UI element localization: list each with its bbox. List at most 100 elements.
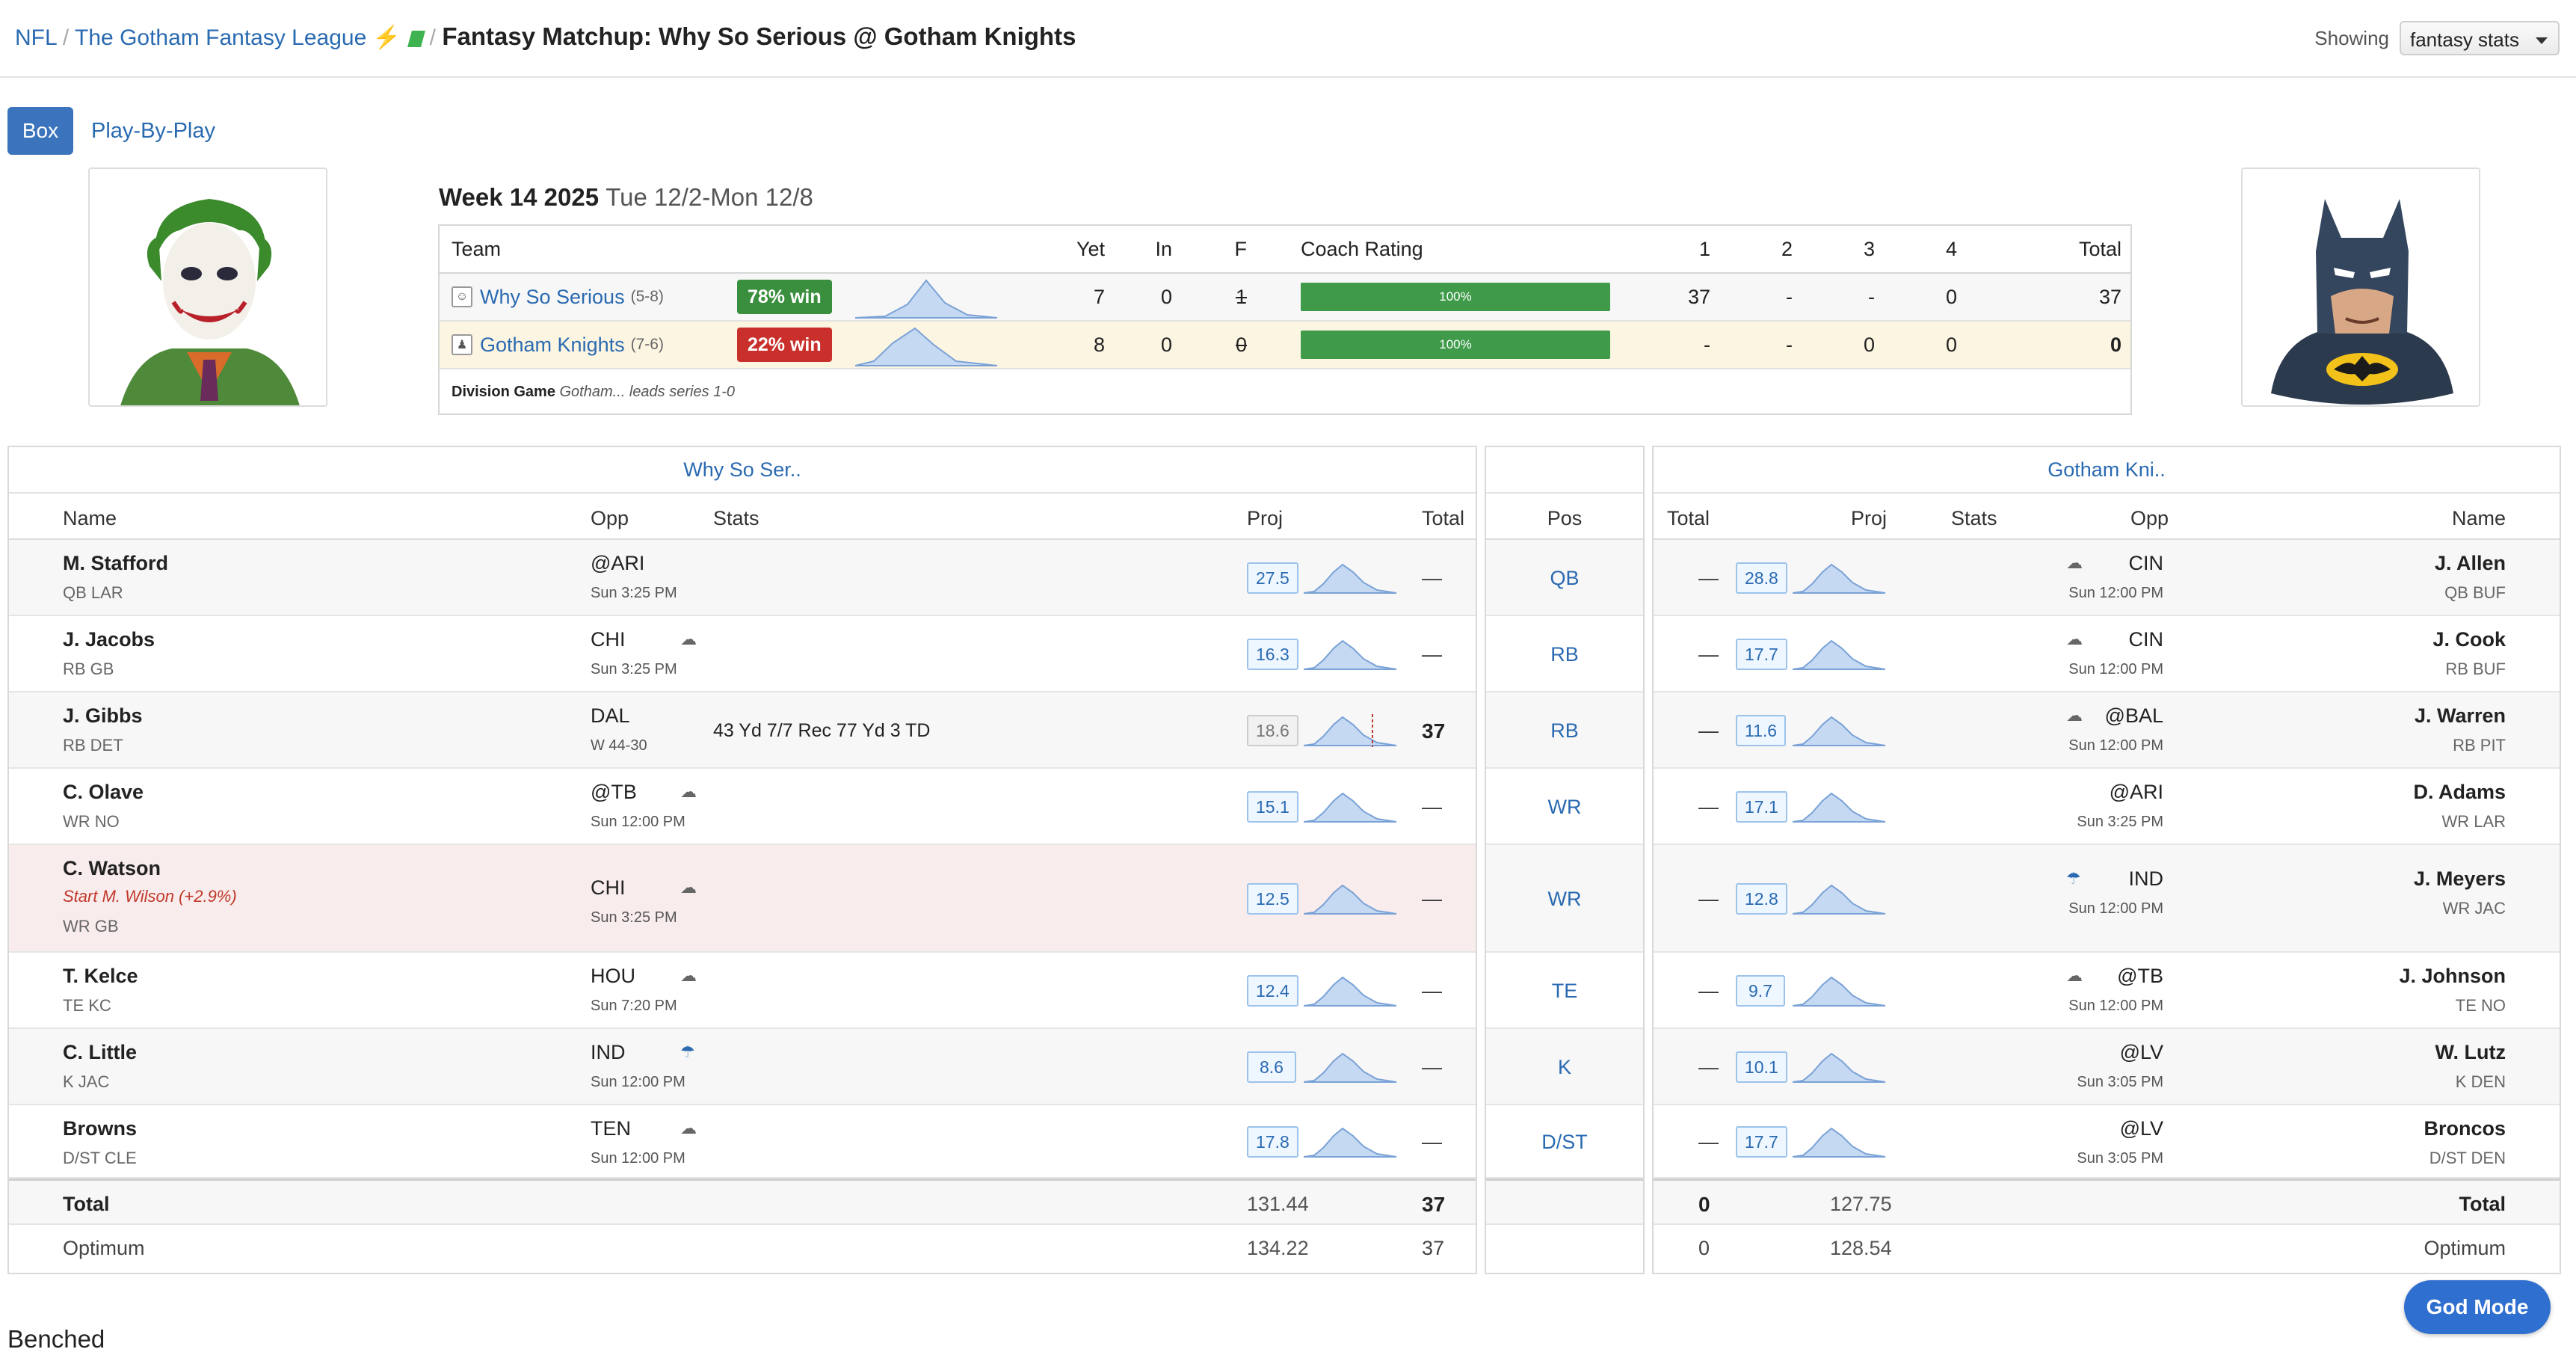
position-label[interactable]: QB [1550, 567, 1580, 589]
opponent: TEN [591, 1117, 631, 1140]
position-row: K [1486, 1029, 1643, 1105]
player-row[interactable]: — 10.1 @LV Sun 3:05 PM W. Lutz K DEN [1654, 1029, 2560, 1105]
player-row[interactable]: — 12.8 ☂ IND Sun 12:00 PM J. Meyers WR JAC [1654, 845, 2560, 953]
position-row: TE [1486, 953, 1643, 1029]
breadcrumb-nfl-link[interactable]: NFL [15, 25, 57, 50]
col-proj: Proj [1247, 507, 1284, 529]
player-name[interactable]: C. Watson [63, 857, 161, 879]
lineup-panel-why-so-serious: Why So Ser.. Name Opp Stats Proj Total M… [7, 446, 1477, 1274]
totals-proj: 127.75 [1830, 1193, 1892, 1215]
position-label[interactable]: RB [1550, 719, 1579, 742]
player-name[interactable]: C. Little [63, 1041, 137, 1063]
player-row[interactable]: C. Little K JAC IND Sun 12:00 PM ☂ 8.6 — [9, 1029, 1476, 1105]
projection-badge[interactable]: 27.5 [1247, 562, 1298, 594]
player-name[interactable]: Browns [63, 1117, 138, 1140]
projection-badge[interactable]: 10.1 [1736, 1051, 1787, 1083]
position-label[interactable]: RB [1550, 643, 1579, 666]
lineup-panel-gotham-knights: Gotham Kni.. Total Proj Stats Opp Name —… [1652, 446, 2561, 1274]
player-row[interactable]: M. Stafford QB LAR @ARI Sun 3:25 PM 27.5 — [9, 540, 1476, 616]
projection-badge[interactable]: 12.4 [1247, 975, 1298, 1007]
god-mode-button[interactable]: God Mode [2404, 1280, 2551, 1334]
cloud-icon: ☁ [680, 1119, 697, 1137]
final-value: 0 [1235, 333, 1247, 356]
header-team: Team [452, 237, 502, 260]
projection-badge[interactable]: 17.1 [1736, 791, 1787, 823]
player-row[interactable]: C. Watson Start M. Wilson (+2.9%) WR GB CHI… [9, 845, 1476, 953]
q2-value: - [1786, 285, 1793, 308]
player-name[interactable]: J. Warren [2414, 704, 2506, 727]
scoreboard-footer: Division Game Gotham... leads series 1-0 [440, 369, 2130, 414]
player-name[interactable]: W. Lutz [2435, 1041, 2506, 1063]
player-row[interactable]: Browns D/ST CLE TEN Sun 12:00 PM ☁ 17.8 — [9, 1105, 1476, 1179]
game-time: W 44-30 [591, 737, 647, 754]
player-row[interactable]: — 17.7 @LV Sun 3:05 PM Broncos D/ST DEN [1654, 1105, 2560, 1179]
position-row: RB [1486, 616, 1643, 692]
position-column: Pos QB RB RB WR WR TE K D/ST [1485, 446, 1645, 1274]
projection-badge[interactable]: 16.3 [1247, 639, 1298, 670]
player-row[interactable]: T. Kelce TE KC HOU Sun 7:20 PM ☁ 12.4 — [9, 953, 1476, 1029]
player-row[interactable]: — 11.6 ☁ @BAL Sun 12:00 PM J. Warren RB PIT [1654, 692, 2560, 769]
opponent: @BAL [2104, 704, 2163, 727]
player-name[interactable]: T. Kelce [63, 965, 138, 987]
projection-badge[interactable]: 28.8 [1736, 562, 1787, 594]
player-row[interactable]: J. Jacobs RB GB CHI Sun 3:25 PM ☁ 16.3 — [9, 616, 1476, 692]
q4-value: 0 [1945, 333, 1957, 356]
player-name[interactable]: J. Allen [2434, 552, 2506, 574]
player-name[interactable]: J. Gibbs [63, 704, 143, 727]
player-row[interactable]: — 17.7 ☁ CIN Sun 12:00 PM J. Cook RB BUF [1654, 616, 2560, 692]
player-position-team: TE NO [2455, 996, 2506, 1015]
tab-box[interactable]: Box [7, 107, 73, 155]
game-time: Sun 3:25 PM [591, 585, 677, 601]
player-name[interactable]: J. Meyers [2413, 867, 2506, 890]
projection-badge[interactable]: 18.6 [1247, 715, 1298, 746]
player-name[interactable]: J. Jacobs [63, 628, 155, 651]
col-total: Total [1667, 507, 1710, 529]
team-link[interactable]: Why So Ser.. [683, 458, 801, 481]
player-name[interactable]: Broncos [2424, 1117, 2506, 1140]
total-value: 37 [2098, 285, 2121, 308]
tab-play-by-play[interactable]: Play-By-Play [91, 119, 215, 143]
player-row[interactable]: C. Olave WR NO @TB Sun 12:00 PM ☁ 15.1 — [9, 769, 1476, 845]
position-label[interactable]: WR [1547, 888, 1582, 910]
position-label[interactable]: WR [1547, 796, 1582, 818]
projection-badge[interactable]: 17.7 [1736, 1126, 1787, 1158]
totals-row: Total 131.44 37 [9, 1179, 1476, 1225]
position-label[interactable]: K [1557, 1056, 1571, 1078]
player-name[interactable]: C. Olave [63, 781, 144, 803]
projection-distribution-sparkline [1304, 639, 1397, 670]
projection-badge[interactable]: 17.8 [1247, 1126, 1298, 1158]
player-total: — [1422, 888, 1442, 910]
player-name[interactable]: D. Adams [2413, 781, 2506, 803]
stats-view-select[interactable]: fantasy stats [2400, 21, 2560, 55]
player-row[interactable]: — 28.8 ☁ CIN Sun 12:00 PM J. Allen QB BUF [1654, 540, 2560, 616]
projection-distribution-sparkline [1304, 884, 1397, 915]
team-link[interactable]: Gotham Kni.. [2047, 458, 2166, 481]
player-name[interactable]: M. Stafford [63, 552, 168, 574]
team-link-gotham-knights[interactable]: Gotham Knights [480, 333, 625, 356]
projection-badge[interactable]: 9.7 [1736, 975, 1785, 1007]
position-label[interactable]: TE [1551, 980, 1578, 1002]
top-bar: NFL / The Gotham Fantasy League ⚡ / Fant… [0, 0, 2576, 78]
player-row[interactable]: — 9.7 ☁ @TB Sun 12:00 PM J. Johnson TE NO [1654, 953, 2560, 1029]
position-label[interactable]: D/ST [1541, 1131, 1588, 1153]
projection-badge[interactable]: 12.5 [1247, 883, 1298, 915]
team-link-why-so-serious[interactable]: Why So Serious [480, 285, 625, 308]
projection-badge[interactable]: 17.7 [1736, 639, 1787, 670]
player-position-team: RB GB [63, 660, 114, 678]
player-total: 37 [1422, 719, 1446, 743]
player-row[interactable]: — 17.1 @ARI Sun 3:25 PM D. Adams WR LAR [1654, 769, 2560, 845]
batman-avatar-icon [2243, 169, 2479, 405]
breadcrumb-league-link[interactable]: The Gotham Fantasy League [75, 25, 366, 50]
player-name[interactable]: J. Cook [2432, 628, 2506, 651]
game-time: Sun 12:00 PM [2068, 661, 2163, 678]
projection-badge[interactable]: 15.1 [1247, 791, 1298, 823]
projection-badge[interactable]: 8.6 [1247, 1051, 1296, 1083]
final-value: 1 [1235, 285, 1247, 308]
projection-badge[interactable]: 12.8 [1736, 883, 1787, 915]
opponent: @TB [591, 781, 637, 803]
player-name[interactable]: J. Johnson [2399, 965, 2506, 987]
player-row[interactable]: J. Gibbs RB DET DAL W 44-30 43 Yd 7/7 Rec 77… [9, 692, 1476, 769]
projection-distribution-sparkline [1793, 884, 1886, 915]
opponent: @LV [2119, 1041, 2163, 1063]
projection-badge[interactable]: 11.6 [1736, 715, 1787, 746]
